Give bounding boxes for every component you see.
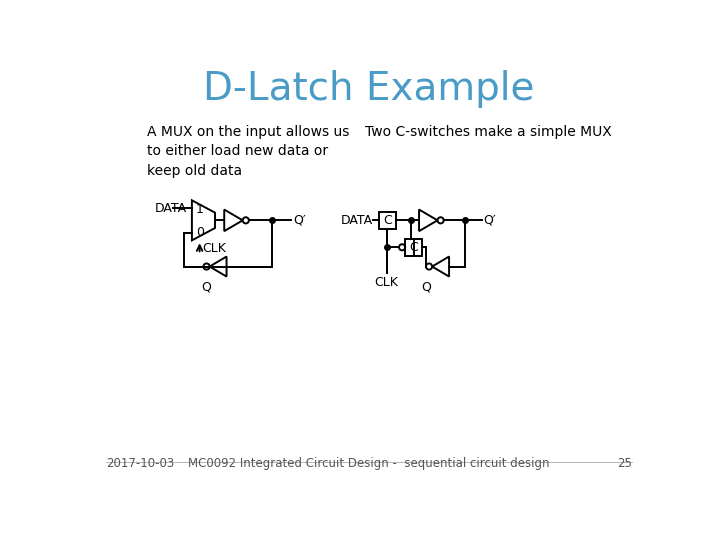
Text: 0: 0 <box>196 226 204 239</box>
Text: DATA: DATA <box>155 201 187 214</box>
Text: CLK: CLK <box>203 241 227 254</box>
Text: C: C <box>383 214 392 227</box>
Bar <box>379 212 396 229</box>
Text: 1: 1 <box>196 203 204 216</box>
Text: C: C <box>409 241 418 254</box>
Text: D-Latch Example: D-Latch Example <box>203 70 535 109</box>
Text: DATA: DATA <box>341 214 373 227</box>
Text: Q: Q <box>421 280 431 293</box>
Text: 25: 25 <box>618 457 632 470</box>
Bar <box>405 239 422 256</box>
Text: MC0092 Integrated Circuit Design -  sequential circuit design: MC0092 Integrated Circuit Design - seque… <box>188 457 550 470</box>
Text: Q′: Q′ <box>484 214 497 227</box>
Text: Two C-switches make a simple MUX: Two C-switches make a simple MUX <box>365 125 612 139</box>
Text: 2017-10-03: 2017-10-03 <box>106 457 174 470</box>
Text: Q: Q <box>202 280 212 293</box>
Text: A MUX on the input allows us
to either load new data or
keep old data: A MUX on the input allows us to either l… <box>148 125 350 178</box>
Text: Q′: Q′ <box>293 214 305 227</box>
Text: CLK: CLK <box>374 276 398 289</box>
